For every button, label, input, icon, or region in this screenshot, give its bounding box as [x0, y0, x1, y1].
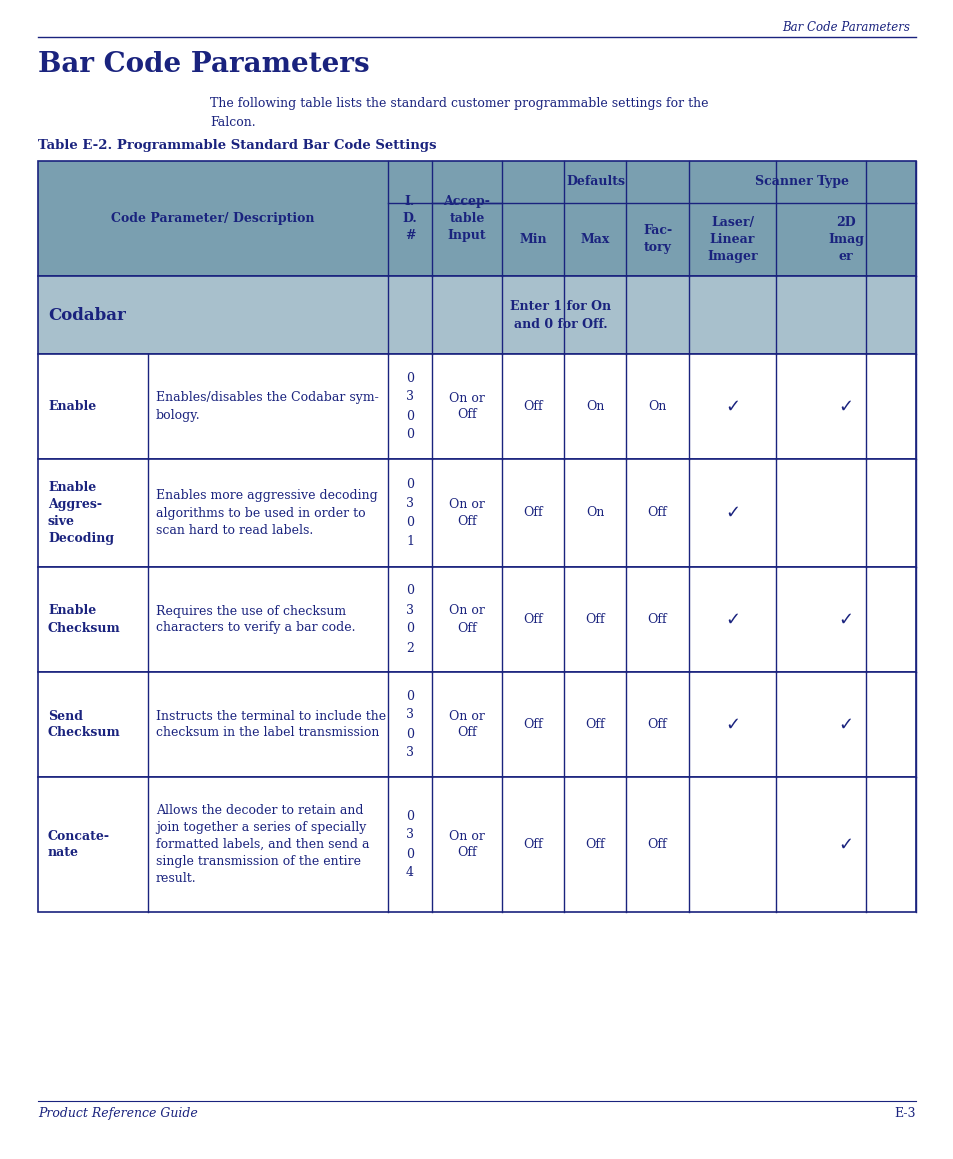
- Text: The following table lists the standard customer programmable settings for the
Fa: The following table lists the standard c…: [210, 97, 708, 129]
- Text: 0
3
0
2: 0 3 0 2: [406, 584, 414, 655]
- Text: On: On: [585, 400, 603, 413]
- Text: On or
Off: On or Off: [449, 392, 484, 422]
- Text: 0
3
0
0: 0 3 0 0: [406, 372, 414, 442]
- Text: On or
Off: On or Off: [449, 830, 484, 860]
- Text: Max: Max: [579, 233, 609, 246]
- Text: Off: Off: [647, 613, 666, 626]
- Text: Scanner Type: Scanner Type: [755, 175, 848, 188]
- Text: On or
Off: On or Off: [449, 498, 484, 529]
- Bar: [38, 459, 915, 567]
- Text: 2D
Imag
er: 2D Imag er: [827, 216, 863, 263]
- Text: Off: Off: [584, 717, 604, 731]
- Text: I.
D.
#: I. D. #: [402, 195, 416, 242]
- Text: Enable
Aggres-
sive
Decoding: Enable Aggres- sive Decoding: [48, 481, 114, 545]
- Text: Accep-
table
Input: Accep- table Input: [443, 195, 490, 242]
- Text: ✓: ✓: [838, 611, 853, 628]
- Text: Code Parameter/ Description: Code Parameter/ Description: [112, 212, 314, 225]
- Bar: [38, 567, 915, 672]
- Text: Off: Off: [584, 838, 604, 851]
- Text: ✓: ✓: [724, 398, 740, 415]
- Text: On: On: [585, 506, 603, 519]
- Text: Off: Off: [522, 613, 542, 626]
- Text: On or
Off: On or Off: [449, 605, 484, 634]
- Text: Instructs the terminal to include the
checksum in the label transmission: Instructs the terminal to include the ch…: [156, 709, 386, 739]
- Text: Off: Off: [584, 613, 604, 626]
- Text: Concate-
nate: Concate- nate: [48, 830, 110, 860]
- Text: E-3: E-3: [894, 1107, 915, 1120]
- Text: On or
Off: On or Off: [449, 709, 484, 739]
- Text: Codabar: Codabar: [48, 306, 126, 323]
- Text: On: On: [648, 400, 666, 413]
- Text: Enables/disables the Codabar sym-
bology.: Enables/disables the Codabar sym- bology…: [156, 392, 378, 422]
- Text: Enable: Enable: [48, 400, 96, 413]
- Text: Bar Code Parameters: Bar Code Parameters: [781, 21, 909, 34]
- Text: Off: Off: [647, 506, 666, 519]
- Text: ✓: ✓: [724, 715, 740, 734]
- Text: Laser/
Linear
Imager: Laser/ Linear Imager: [706, 216, 757, 263]
- Text: Table E-2. Programmable Standard Bar Code Settings: Table E-2. Programmable Standard Bar Cod…: [38, 139, 436, 152]
- Text: Off: Off: [522, 717, 542, 731]
- Bar: [38, 276, 915, 353]
- Text: Enables more aggressive decoding
algorithms to be used in order to
scan hard to : Enables more aggressive decoding algorit…: [156, 489, 377, 537]
- Text: Off: Off: [522, 400, 542, 413]
- Text: Product Reference Guide: Product Reference Guide: [38, 1107, 197, 1120]
- Text: Off: Off: [522, 838, 542, 851]
- Text: Bar Code Parameters: Bar Code Parameters: [38, 51, 369, 78]
- Text: Off: Off: [647, 838, 666, 851]
- Text: ✓: ✓: [838, 836, 853, 853]
- Text: ✓: ✓: [838, 398, 853, 415]
- Text: 0
3
0
1: 0 3 0 1: [406, 478, 414, 548]
- Text: Min: Min: [518, 233, 546, 246]
- Text: Send
Checksum: Send Checksum: [48, 709, 121, 739]
- Bar: [38, 672, 915, 777]
- Bar: [38, 161, 915, 276]
- Text: Requires the use of checksum
characters to verify a bar code.: Requires the use of checksum characters …: [156, 605, 355, 634]
- Text: Off: Off: [647, 717, 666, 731]
- Text: Off: Off: [522, 506, 542, 519]
- Text: ✓: ✓: [838, 715, 853, 734]
- Text: Enable
Checksum: Enable Checksum: [48, 605, 121, 634]
- Bar: [38, 777, 915, 912]
- Text: Allows the decoder to retain and
join together a series of specially
formatted l: Allows the decoder to retain and join to…: [156, 804, 369, 885]
- Text: 0
3
0
3: 0 3 0 3: [406, 690, 414, 759]
- Text: ✓: ✓: [724, 611, 740, 628]
- Text: Defaults: Defaults: [565, 175, 624, 188]
- Text: ✓: ✓: [724, 504, 740, 522]
- Bar: [38, 353, 915, 459]
- Text: Fac-
tory: Fac- tory: [642, 225, 671, 255]
- Text: Enter 1 for On
and 0 for Off.: Enter 1 for On and 0 for Off.: [510, 299, 611, 330]
- Text: 0
3
0
4: 0 3 0 4: [406, 809, 414, 880]
